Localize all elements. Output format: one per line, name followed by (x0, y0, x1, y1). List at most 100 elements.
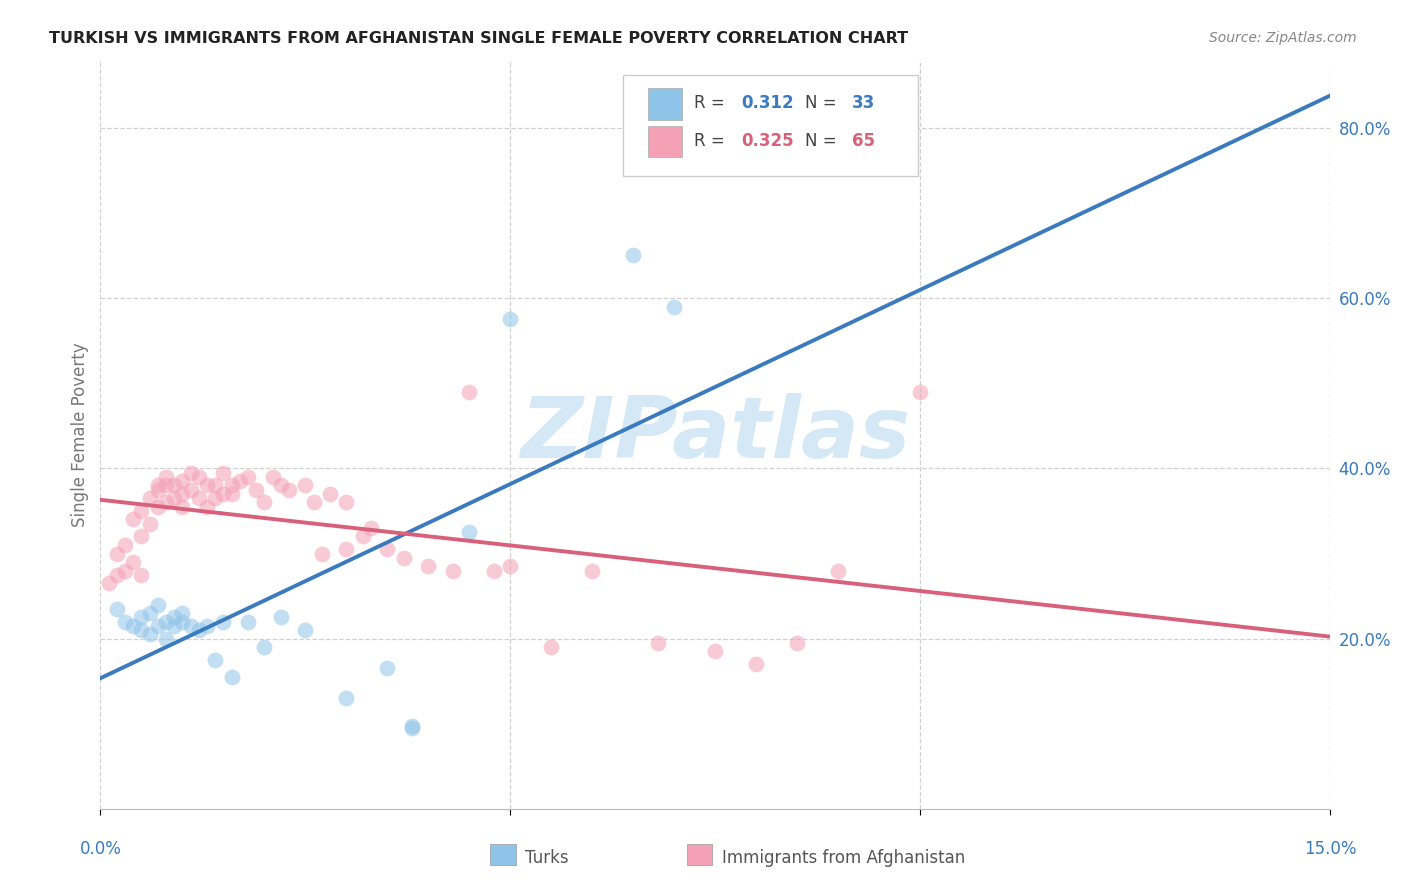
Point (375, 661, 398, 675)
Point (146, 478, 169, 492)
Point (155, 632, 177, 646)
Text: Source: ZipAtlas.com: Source: ZipAtlas.com (1209, 31, 1357, 45)
Point (105, 567, 128, 582)
Point (138, 516, 160, 531)
Point (221, 478, 243, 492)
Point (180, 619, 202, 633)
Point (458, 384, 481, 399)
Point (172, 487, 194, 501)
Point (131, 567, 153, 582)
Point (172, 474, 194, 488)
Point (204, 478, 226, 492)
Text: 0.312: 0.312 (741, 94, 794, 112)
Point (335, 542, 357, 557)
Text: 33: 33 (852, 94, 875, 112)
Point (253, 640, 276, 655)
Text: N =: N = (806, 131, 842, 150)
Point (131, 610, 153, 624)
Point (499, 312, 522, 326)
Text: Turks: Turks (526, 849, 569, 867)
Point (172, 615, 194, 629)
Point (131, 529, 153, 543)
Point (212, 615, 235, 629)
Point (187, 470, 209, 484)
Point (155, 615, 177, 629)
Text: N =: N = (806, 94, 842, 112)
Point (146, 500, 169, 514)
Point (163, 619, 186, 633)
Text: TURKISH VS IMMIGRANTS FROM AFGHANISTAN SINGLE FEMALE POVERTY CORRELATION CHART: TURKISH VS IMMIGRANTS FROM AFGHANISTAN S… (49, 31, 908, 46)
Point (458, 525, 481, 540)
Point (647, 636, 669, 650)
Point (195, 500, 218, 514)
Point (302, 495, 325, 509)
Point (114, 538, 136, 552)
FancyBboxPatch shape (648, 88, 682, 120)
Point (212, 487, 235, 501)
Point (172, 606, 194, 620)
Text: R =: R = (695, 94, 730, 112)
Point (105, 602, 128, 616)
Point (163, 610, 186, 624)
Text: ZIPatlas: ZIPatlas (520, 392, 910, 475)
Point (540, 640, 562, 655)
Point (270, 610, 292, 624)
Point (401, 718, 423, 732)
Point (441, 564, 464, 578)
Point (294, 478, 316, 492)
Point (375, 542, 398, 557)
Point (664, 300, 686, 314)
Point (499, 559, 522, 574)
Point (155, 470, 177, 484)
Text: 15.0%: 15.0% (1303, 840, 1357, 858)
Point (221, 487, 243, 501)
Text: R =: R = (695, 131, 730, 150)
Point (138, 491, 160, 505)
FancyBboxPatch shape (648, 126, 682, 157)
Text: 0.0%: 0.0% (79, 840, 121, 858)
Point (114, 615, 136, 629)
Point (335, 691, 357, 706)
Point (352, 529, 374, 543)
Point (311, 547, 333, 561)
Point (155, 495, 177, 509)
Point (105, 547, 128, 561)
Point (277, 483, 299, 497)
Point (236, 470, 259, 484)
Point (704, 644, 727, 658)
Point (482, 564, 505, 578)
Point (621, 248, 644, 262)
Point (146, 483, 169, 497)
Text: 65: 65 (852, 131, 875, 150)
Point (910, 384, 932, 399)
Point (392, 550, 415, 565)
Point (122, 555, 145, 569)
Point (138, 627, 160, 641)
Point (122, 619, 145, 633)
Point (131, 623, 153, 637)
Point (138, 606, 160, 620)
Point (229, 474, 252, 488)
Point (195, 478, 218, 492)
Point (319, 487, 342, 501)
Point (204, 491, 226, 505)
Point (262, 470, 284, 484)
Point (146, 598, 169, 612)
Text: Immigrants from Afghanistan: Immigrants from Afghanistan (723, 849, 966, 867)
Point (187, 491, 209, 505)
Point (187, 623, 209, 637)
Point (195, 619, 218, 633)
Point (401, 721, 423, 735)
Point (212, 466, 235, 480)
Point (114, 564, 136, 578)
Point (786, 636, 808, 650)
Point (146, 619, 169, 633)
Point (253, 495, 276, 509)
Point (294, 623, 316, 637)
Point (245, 483, 267, 497)
Point (172, 500, 194, 514)
Point (581, 564, 603, 578)
Point (155, 478, 177, 492)
Point (97, 576, 120, 591)
Point (221, 670, 243, 684)
